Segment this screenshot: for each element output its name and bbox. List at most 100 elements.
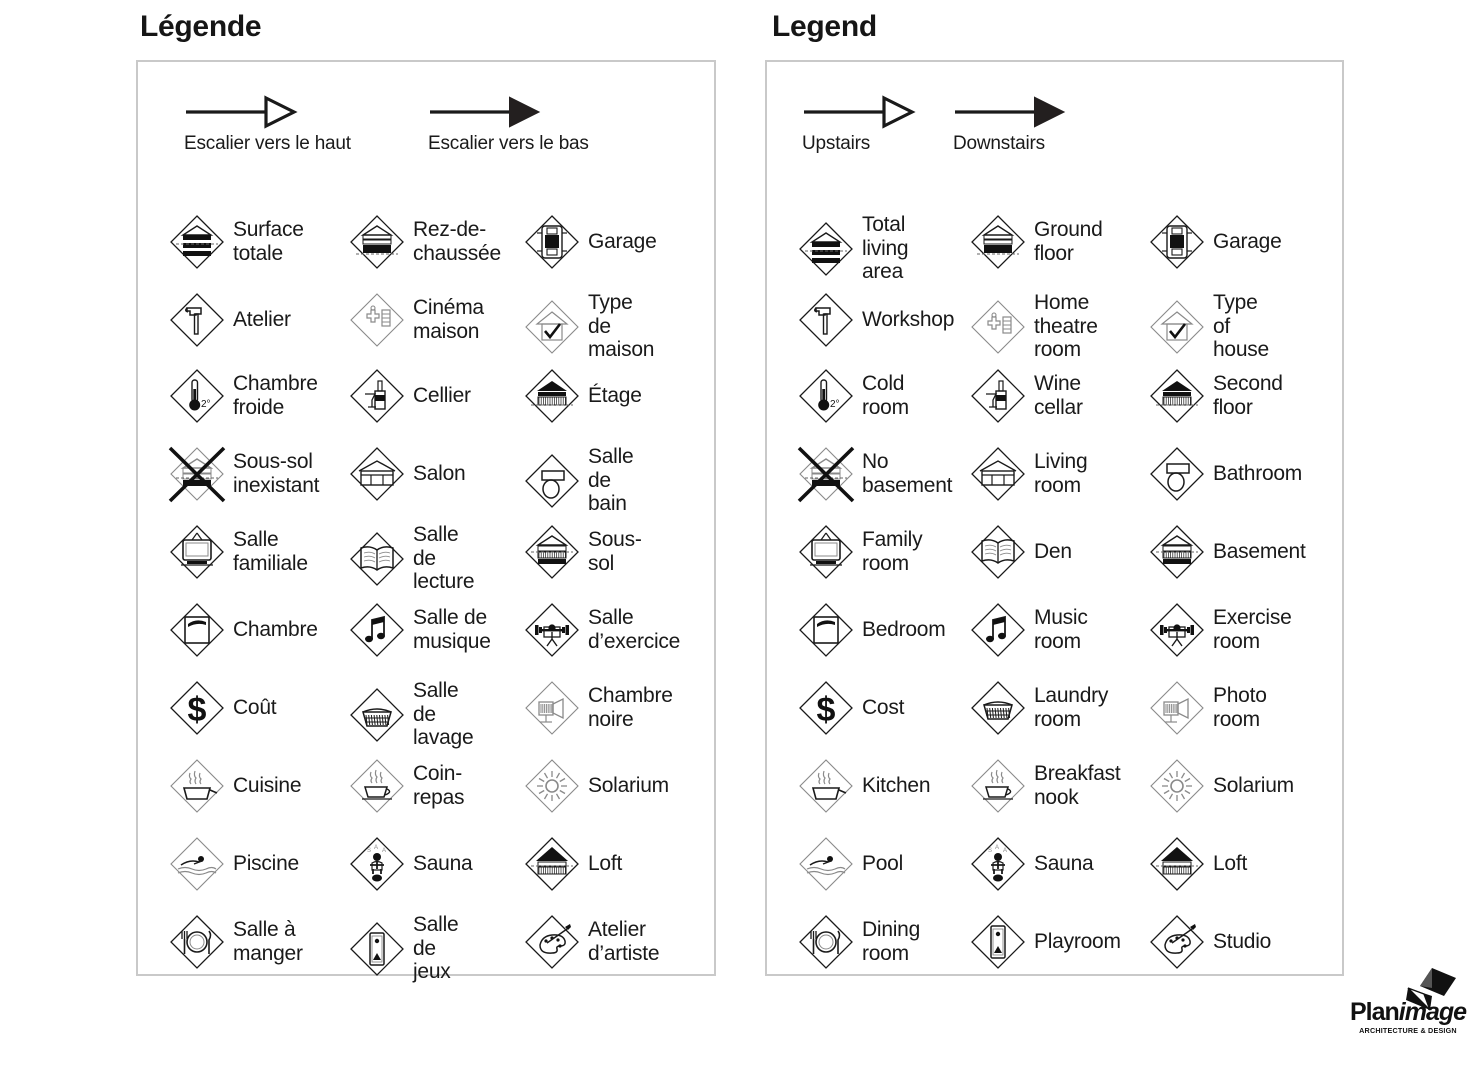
stairs-row-french: Escalier vers le haut Escalier vers le b… xyxy=(138,92,714,182)
playroom-icon xyxy=(348,920,406,978)
bed-bedroom-icon xyxy=(168,601,226,659)
legend-entry: $ Coût xyxy=(168,679,277,737)
legend-panel-english: Upstairs Downstairs Total living area Wor… xyxy=(765,60,1344,976)
svg-text:S: S xyxy=(367,848,371,854)
legend-entry: Salle d’exercice xyxy=(523,601,680,659)
legend-entry-label: Family room xyxy=(862,528,923,575)
pot-kitchen-icon xyxy=(797,757,855,815)
legend-entry-label: Sous-sol inexistant xyxy=(233,450,320,497)
planimage-logo: Planimage ARCHITECTURE & DESIGN xyxy=(1348,968,1468,1035)
book-den-icon xyxy=(969,523,1027,581)
home-theatre-icon xyxy=(969,298,1027,356)
dollar-cost-icon: $ xyxy=(168,679,226,737)
legend-entry: Breakfast nook xyxy=(969,757,1121,815)
svg-text:A: A xyxy=(1003,848,1007,854)
loft-icon xyxy=(523,835,581,893)
legend-entry-label: Salle de lavage xyxy=(413,679,474,750)
legend-entry: Type de maison xyxy=(523,291,654,362)
coffee-cup-icon xyxy=(348,757,406,815)
hammer-workshop-icon xyxy=(797,291,855,349)
legend-entry-label: Salon xyxy=(413,462,466,486)
legend-entry-label: Exercise room xyxy=(1213,606,1292,653)
total-living-area-icon xyxy=(797,220,855,278)
legend-entry-label: Pool xyxy=(862,852,904,876)
legend-entry: Home theatre room xyxy=(969,291,1098,362)
stairs-downstairs-label-english: Downstairs xyxy=(953,133,1045,154)
toilet-bathroom-icon xyxy=(523,452,581,510)
legend-entry: Cinéma maison xyxy=(348,291,484,349)
legend-entry-label: Chambre xyxy=(233,618,318,642)
coffee-cup-icon xyxy=(969,757,1027,815)
legend-entry-label: Cold room xyxy=(862,372,909,419)
legend-entry-label: Salle d’exercice xyxy=(588,606,681,653)
logo-word-plan: Plan xyxy=(1349,998,1400,1026)
ground-floor-icon xyxy=(969,213,1027,271)
legend-entry: Den xyxy=(969,523,1072,581)
legend-entry: Salle de lavage xyxy=(348,679,474,750)
book-den-icon xyxy=(348,530,406,588)
sofa-living-room-icon xyxy=(969,445,1027,503)
legend-entry: Garage xyxy=(1148,213,1282,271)
car-garage-icon xyxy=(1148,213,1206,271)
dollar-cost-icon: $ xyxy=(797,679,855,737)
legend-entry-label: Coût xyxy=(233,696,277,720)
legend-entry-label: Studio xyxy=(1213,930,1272,954)
legend-entry-label: Type de maison xyxy=(588,291,655,362)
legend-entry-label: Solarium xyxy=(1213,774,1294,798)
stairs-row-english: Upstairs Downstairs xyxy=(767,92,1342,182)
legend-entry: Coin- repas xyxy=(348,757,465,815)
legend-entry: Total living area xyxy=(797,213,909,284)
legend-entry: Pool xyxy=(797,835,903,893)
legend-entry-label: Basement xyxy=(1213,540,1306,564)
stairs-downstairs-french: Escalier vers le bas xyxy=(428,92,589,155)
legend-entry: Cellier xyxy=(348,367,471,425)
legend-entry-label: Cinéma maison xyxy=(413,296,484,343)
music-note-icon xyxy=(348,601,406,659)
legend-entry: Piscine xyxy=(168,835,299,893)
palette-studio-icon xyxy=(523,913,581,971)
svg-text:2°: 2° xyxy=(830,399,840,410)
legend-entry: Chambre xyxy=(168,601,318,659)
thermometer-cold-room-icon: 2° xyxy=(797,367,855,425)
swimmer-pool-icon xyxy=(168,835,226,893)
svg-text:A: A xyxy=(374,845,378,851)
legend-entry: Studio xyxy=(1148,913,1271,971)
legend-entry-label: Photo room xyxy=(1213,684,1267,731)
legend-entry: Laundry room xyxy=(969,679,1108,737)
legend-entry-label: Sous-sol xyxy=(588,528,642,575)
legend-entry: $ Cost xyxy=(797,679,904,737)
legend-entry-label: Playroom xyxy=(1034,930,1121,954)
legend-entry-label: Surface totale xyxy=(233,218,304,265)
legend-entry: Sous-sol xyxy=(523,523,642,581)
legend-entry: Second floor xyxy=(1148,367,1283,425)
thermometer-cold-room-icon: 2° xyxy=(168,367,226,425)
svg-text:A: A xyxy=(382,848,386,854)
legend-entry: Type of house xyxy=(1148,291,1269,362)
legend-entry-label: Total living area xyxy=(862,213,909,284)
logo-book-mark-icon xyxy=(1406,968,1456,1011)
legend-entry: No basement xyxy=(797,445,952,503)
legend-entry-label: Garage xyxy=(588,230,657,254)
legend-entry-label: Kitchen xyxy=(862,774,931,798)
legend-entry-label: Salle à manger xyxy=(233,918,303,965)
cutlery-dining-room-icon xyxy=(797,913,855,971)
svg-text:$: $ xyxy=(817,691,836,729)
legend-entry: Music room xyxy=(969,601,1088,659)
legend-entry: Loft xyxy=(1148,835,1247,893)
svg-text:2°: 2° xyxy=(201,399,211,410)
arrow-outline-right-icon xyxy=(804,95,916,129)
legend-entry-label: Cost xyxy=(862,696,905,720)
no-basement-icon xyxy=(168,445,226,503)
pot-kitchen-icon xyxy=(168,757,226,815)
legend-entry: Salle de bain xyxy=(523,445,634,516)
legend-entry-label: Breakfast nook xyxy=(1034,762,1121,809)
stairs-downstairs-label-french: Escalier vers le bas xyxy=(428,133,589,154)
legend-entry-label: Étage xyxy=(588,384,642,408)
logo-tagline: ARCHITECTURE & DESIGN xyxy=(1359,1026,1457,1035)
legend-entry: S A A Sauna xyxy=(348,835,473,893)
legend-entry: Photo room xyxy=(1148,679,1267,737)
legend-entry-label: Home theatre room xyxy=(1034,291,1098,362)
logo-wordmark: Planimage xyxy=(1348,1000,1468,1025)
